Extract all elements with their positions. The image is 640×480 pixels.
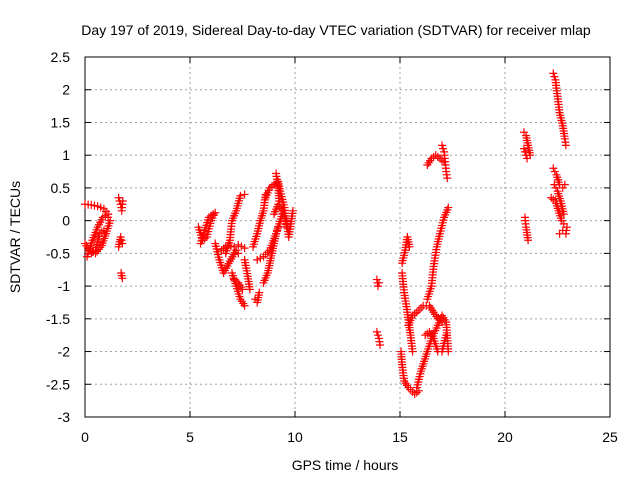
data-point-marker: [519, 144, 528, 153]
data-point-marker: [523, 154, 532, 163]
data-point-marker: [114, 193, 123, 202]
data-point-marker: [236, 191, 245, 200]
data-point-marker: [551, 183, 560, 192]
data-point-marker: [275, 197, 284, 205]
data-point-marker: [559, 210, 568, 219]
data-point-marker: [408, 347, 417, 356]
axis-ticks: 0 5 10 15 20 25 2.5 2 1.5 1 0.5 0 -0.5 -1 -1.5 -2 -2.5 -3: [46, 49, 618, 445]
y-tick-label: -1: [58, 278, 71, 294]
data-point-marker: [439, 144, 448, 153]
data-point-marker: [560, 180, 569, 189]
data-point-marker: [240, 190, 249, 199]
y-tick-label: -1.5: [46, 311, 70, 327]
data-point-marker: [99, 226, 108, 235]
x-tick-label: 15: [392, 429, 408, 445]
data-point-marker: [444, 203, 453, 212]
data-point-marker: [238, 285, 247, 294]
data-point-marker: [240, 244, 249, 253]
data-point-marker: [405, 242, 414, 251]
data-points: [81, 69, 571, 399]
data-point-marker: [240, 301, 249, 310]
y-tick-label: 1.5: [51, 114, 71, 130]
data-point-marker: [118, 239, 127, 248]
data-point-marker: [561, 141, 570, 150]
data-point-marker: [522, 151, 530, 160]
data-point-marker: [118, 274, 127, 283]
data-point-marker: [274, 223, 283, 232]
data-point-marker: [443, 174, 452, 183]
data-point-marker: [550, 72, 559, 81]
x-tick-label: 0: [81, 429, 89, 445]
data-point-marker: [118, 197, 127, 205]
data-point-marker: [376, 341, 385, 349]
grid-lines: [85, 57, 610, 417]
y-axis-label: SDTVAR / TECUs: [7, 181, 23, 293]
data-point-marker: [549, 69, 558, 78]
data-point-marker: [373, 282, 382, 291]
chart-title: Day 197 of 2019, Sidereal Day-to-day VTE…: [81, 22, 591, 38]
y-tick-label: -3: [58, 409, 71, 425]
x-tick-label: 5: [186, 429, 194, 445]
data-point-marker: [550, 180, 559, 189]
data-point-marker: [438, 141, 446, 150]
x-tick-label: 20: [497, 429, 513, 445]
y-tick-label: 0: [62, 213, 70, 229]
data-point-marker: [524, 236, 533, 245]
y-tick-label: -2.5: [46, 376, 70, 392]
x-axis-label: GPS time / hours: [292, 457, 399, 473]
data-point-marker: [372, 327, 381, 336]
data-point-marker: [104, 210, 113, 219]
data-point-marker: [272, 229, 281, 238]
x-tick-label: 25: [602, 429, 618, 445]
data-point-marker: [116, 233, 125, 241]
data-point-marker: [245, 285, 254, 294]
y-tick-label: 2: [62, 82, 70, 98]
data-point-marker: [230, 242, 239, 251]
data-point-marker: [550, 167, 559, 176]
data-point-marker: [234, 249, 243, 258]
data-point-marker: [255, 288, 264, 297]
data-point-marker: [375, 278, 383, 287]
y-tick-label: -2: [58, 344, 71, 360]
data-point-marker: [417, 303, 425, 312]
data-point-marker: [373, 331, 382, 340]
y-tick-label: 1: [62, 147, 70, 163]
y-tick-label: 0.5: [51, 180, 71, 196]
data-point-marker: [209, 210, 218, 219]
data-point-marker: [520, 147, 529, 156]
data-point-marker: [442, 331, 451, 340]
data-point-marker: [117, 236, 126, 245]
data-point-marker: [261, 250, 270, 259]
data-point-marker: [438, 318, 446, 327]
y-tick-label: 2.5: [51, 49, 71, 65]
y-tick-label: -0.5: [46, 245, 70, 261]
data-point-marker: [562, 223, 571, 232]
data-point-marker: [549, 164, 558, 173]
data-point-marker: [414, 306, 423, 315]
data-point-marker: [273, 226, 282, 235]
plot-frame: [84, 56, 611, 418]
data-point-marker: [288, 206, 297, 215]
x-tick-label: 10: [287, 429, 303, 445]
